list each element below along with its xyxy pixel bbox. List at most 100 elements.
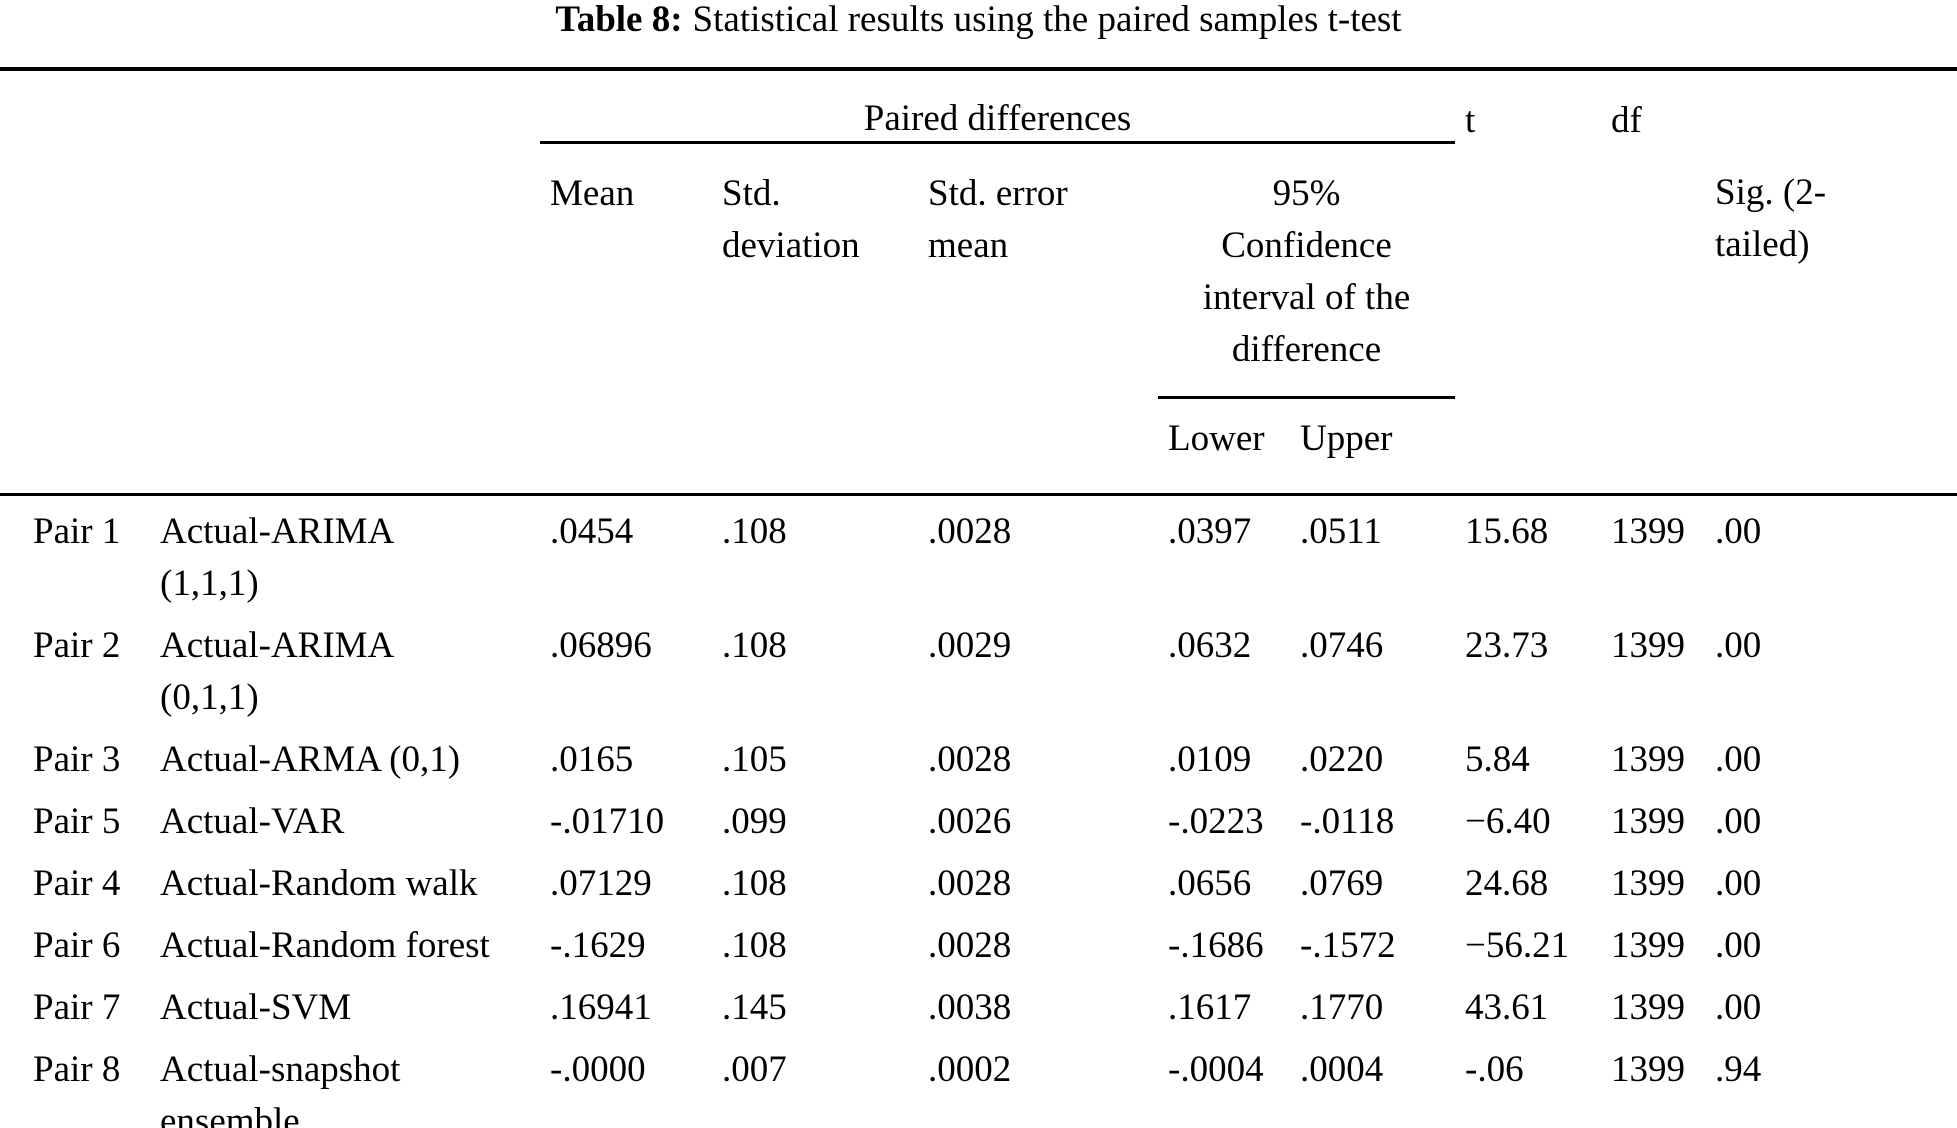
- cell-mean: .07129: [550, 863, 652, 904]
- cell-std-deviation: .108: [722, 863, 787, 904]
- header-lower: Lower: [1158, 397, 1290, 496]
- cell-pair: Pair 3: [33, 739, 121, 780]
- cell-std-deviation: .099: [722, 801, 787, 842]
- cell-df: 1399: [1611, 625, 1686, 666]
- cell-ci-upper: .0511: [1300, 511, 1382, 552]
- cell-std-deviation: .145: [722, 987, 787, 1028]
- empty-cell: [1455, 397, 1602, 496]
- cell-std-error-mean: .0029: [928, 625, 1012, 666]
- cell-model-name: Actual-snapshot ensemble: [150, 1034, 540, 1128]
- cell-t: 23.73: [1465, 625, 1549, 666]
- table-row-pair-8: Pair 8 Actual-snapshot ensemble -.0000 .…: [0, 1034, 1957, 1128]
- cell-df: 1399: [1611, 511, 1686, 552]
- table-row-pair-3: Pair 3 Actual-ARMA (0,1) .0165 .105 .002…: [0, 724, 1957, 786]
- cell-model-name: Actual-ARIMA (1,1,1): [160, 511, 395, 604]
- cell-ci-lower: .0397: [1168, 511, 1252, 552]
- header-row-top: Paired differences t df: [0, 67, 1957, 144]
- table-caption-label: Table 8:: [555, 0, 683, 40]
- cell-df: 1399: [1611, 987, 1686, 1028]
- cell-std-error-mean: .0002: [918, 1034, 1158, 1128]
- cell-sig: .00: [1715, 739, 1762, 780]
- cell-std-deviation: .108: [722, 925, 787, 966]
- header-t: t: [1455, 67, 1602, 143]
- empty-cell: [1455, 143, 1601, 398]
- cell-ci-upper: -.1572: [1300, 925, 1396, 966]
- cell-ci-lower: .0632: [1168, 625, 1252, 666]
- table-caption-text: Statistical results using the paired sam…: [692, 0, 1402, 40]
- cell-std-deviation: .105: [722, 739, 787, 780]
- cell-pair: Pair 8: [0, 1034, 150, 1128]
- cell-model-name: Actual-Random forest: [160, 925, 490, 966]
- cell-t: −6.40: [1465, 801, 1551, 842]
- cell-sig: .94: [1705, 1034, 1957, 1128]
- header-upper: Upper: [1290, 397, 1456, 496]
- header-mean: Mean: [550, 173, 635, 214]
- cell-model-name: Actual-Random walk: [160, 863, 478, 904]
- cell-mean: .16941: [550, 987, 652, 1028]
- cell-sig: .00: [1715, 511, 1762, 552]
- cell-mean: .0454: [550, 511, 634, 552]
- cell-mean: .0165: [550, 739, 634, 780]
- cell-sig: .00: [1715, 987, 1762, 1028]
- cell-df: 1399: [1611, 863, 1686, 904]
- cell-pair: Pair 2: [33, 625, 121, 666]
- cell-df: 1399: [1611, 801, 1686, 842]
- cell-std-error-mean: .0028: [928, 511, 1012, 552]
- cell-t: 15.68: [1465, 511, 1549, 552]
- cell-pair: Pair 7: [33, 987, 121, 1028]
- cell-ci-lower: .0109: [1168, 739, 1252, 780]
- header-sig-2-tailed: Sig. (2- tailed): [1715, 171, 1827, 265]
- header-confidence-interval: 95% Confidence interval of the differenc…: [1158, 142, 1456, 399]
- cell-model-name: Actual-ARMA (0,1): [160, 739, 461, 780]
- cell-ci-upper: .0220: [1300, 739, 1384, 780]
- cell-ci-lower: -.0004: [1158, 1034, 1290, 1128]
- cell-mean: .06896: [550, 625, 652, 666]
- header-std-deviation: Std. deviation: [722, 173, 860, 266]
- cell-sig: .00: [1715, 925, 1762, 966]
- cell-ci-lower: .0656: [1168, 863, 1252, 904]
- cell-ci-upper: .0746: [1300, 625, 1384, 666]
- header-std-error-mean: Std. error mean: [928, 173, 1068, 266]
- cell-df: 1399: [1611, 739, 1686, 780]
- cell-std-error-mean: .0026: [928, 801, 1012, 842]
- cell-mean: -.01710: [550, 801, 665, 842]
- cell-ci-lower: -.0223: [1168, 801, 1264, 842]
- paired-t-test-table: Paired differences t df Mean Std. deviat…: [0, 67, 1957, 1128]
- table-row-pair-2: Pair 2 Actual-ARIMA (0,1,1) .06896 .108 …: [0, 610, 1957, 724]
- cell-model-name: Actual-ARIMA (0,1,1): [160, 625, 395, 718]
- empty-cell: [0, 143, 540, 398]
- cell-ci-lower: .1617: [1168, 987, 1252, 1028]
- cell-pair: Pair 6: [33, 925, 121, 966]
- header-row-bounds: Lower Upper: [0, 397, 1957, 496]
- cell-ci-upper: .0004: [1290, 1034, 1456, 1128]
- cell-std-error-mean: .0038: [928, 987, 1012, 1028]
- cell-model-name: Actual-VAR: [160, 801, 345, 842]
- cell-t: -.06: [1455, 1034, 1602, 1128]
- cell-pair: Pair 4: [33, 863, 121, 904]
- cell-std-deviation: .007: [712, 1034, 918, 1128]
- cell-ci-lower: -.1686: [1168, 925, 1264, 966]
- cell-std-error-mean: .0028: [928, 863, 1012, 904]
- cell-ci-upper: .1770: [1300, 987, 1384, 1028]
- cell-sig: .00: [1715, 801, 1762, 842]
- cell-t: 43.61: [1465, 987, 1549, 1028]
- cell-std-deviation: .108: [722, 511, 787, 552]
- table-caption: Table 8: Statistical results using the pa…: [0, 0, 1957, 40]
- cell-std-error-mean: .0028: [928, 739, 1012, 780]
- empty-cell: [1601, 397, 1706, 496]
- empty-cell: [0, 67, 540, 143]
- cell-t: 5.84: [1465, 739, 1530, 780]
- empty-cell: [1705, 67, 1957, 143]
- cell-pair: Pair 1: [33, 511, 121, 552]
- cell-mean: -.1629: [550, 925, 646, 966]
- table-row-pair-7: Pair 7 Actual-SVM .16941 .145 .0038 .161…: [0, 972, 1957, 1034]
- header-df: df: [1601, 67, 1706, 143]
- cell-pair: Pair 5: [33, 801, 121, 842]
- empty-cell: [1601, 143, 1705, 398]
- cell-sig: .00: [1715, 625, 1762, 666]
- cell-df: 1399: [1611, 925, 1686, 966]
- table-row-pair-6: Pair 6 Actual-Random forest -.1629 .108 …: [0, 910, 1957, 972]
- cell-ci-upper: -.0118: [1300, 801, 1395, 842]
- cell-ci-upper: .0769: [1300, 863, 1384, 904]
- empty-cell: [1705, 397, 1957, 496]
